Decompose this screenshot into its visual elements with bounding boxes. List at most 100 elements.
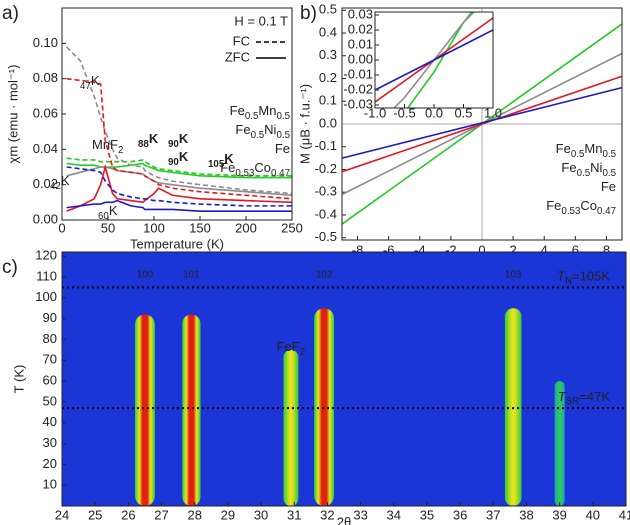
x-tick-label: 0 xyxy=(478,242,485,257)
y-tick-label: 70 xyxy=(43,352,57,367)
legend-entry: Fe0.5Mn0.5 xyxy=(556,141,617,159)
y-tick-label: 0.06 xyxy=(33,105,58,120)
x-tick-label: 41 xyxy=(619,507,630,522)
m-line xyxy=(341,75,623,173)
x-tick-label: 33 xyxy=(353,507,367,522)
zfc-line xyxy=(66,163,292,212)
y-tick-label: 0.10 xyxy=(33,35,58,50)
y-tick-label: 20 xyxy=(43,456,57,471)
fc-line xyxy=(66,77,292,200)
frame xyxy=(61,251,627,507)
panel-label: c) xyxy=(2,257,18,278)
annotation: 60K xyxy=(98,203,118,221)
inset-line xyxy=(375,29,493,91)
peak xyxy=(504,308,522,506)
peak xyxy=(283,349,299,506)
legend-entry: Fe0.5Mn0.5 xyxy=(230,103,291,121)
annotation: 88K xyxy=(138,131,159,149)
y-tick-label: 0.01 xyxy=(348,36,373,51)
x-tick-label: 8 xyxy=(603,242,610,257)
y-tick-label: -0.3 xyxy=(315,184,337,199)
x-tick-label: 150 xyxy=(189,220,211,235)
x-tick-label: 39 xyxy=(552,507,566,522)
peak xyxy=(554,381,565,506)
transition-label: TN=105K xyxy=(557,269,610,286)
y-tick-label: 10 xyxy=(43,477,57,492)
y-tick-label: 0.03 xyxy=(348,6,373,21)
y-tick-label: 30 xyxy=(43,435,57,450)
x-tick-label: 100 xyxy=(143,220,165,235)
zfc-line xyxy=(66,199,292,212)
x-axis-title: Temperature (K) xyxy=(130,236,224,251)
legend-entry: ZFC xyxy=(225,49,250,64)
x-tick-label: -1.0 xyxy=(364,105,386,120)
y-tick-label: 0.0 xyxy=(319,115,337,130)
y-axis-title: χm (emu · mol⁻¹) xyxy=(5,65,20,164)
peak xyxy=(182,314,201,506)
peak-label: 101 xyxy=(183,269,199,280)
peak xyxy=(314,308,335,506)
y-tick-label: 0.4 xyxy=(319,24,337,39)
peak-label: FeF2 xyxy=(277,339,306,357)
y-tick-label: 0.08 xyxy=(33,70,58,85)
x-tick-label: 1.0 xyxy=(484,105,502,120)
transition-label: TSR=47K xyxy=(558,390,611,407)
y-tick-label: 100 xyxy=(35,289,57,304)
annotation: 42K xyxy=(50,173,70,191)
legend-entry: Fe0.5Ni0.5 xyxy=(235,122,290,140)
y-tick-label: 0.02 xyxy=(348,21,373,36)
zfc-line xyxy=(66,162,292,179)
x-tick-label: 30 xyxy=(254,507,268,522)
y-tick-label: -0.4 xyxy=(315,206,337,221)
legend-entry: FC xyxy=(233,33,250,48)
x-tick-label: 26 xyxy=(121,507,135,522)
x-axis-title: 2θ xyxy=(337,514,351,525)
y-tick-label: -0.2 xyxy=(315,161,337,176)
annotation: 90K xyxy=(168,131,189,149)
panel-label: a) xyxy=(2,3,19,24)
field-label: H = 0.1 T xyxy=(234,13,288,28)
y-tick-label: -0.02 xyxy=(343,81,373,96)
x-tick-label: -2 xyxy=(445,242,457,257)
y-tick-label: 0.04 xyxy=(33,141,58,156)
y-tick-label: 0.3 xyxy=(319,47,337,62)
x-tick-label: 200 xyxy=(235,220,257,235)
x-tick-label: 35 xyxy=(420,507,434,522)
x-tick-label: 250 xyxy=(281,220,303,235)
x-tick-label: 34 xyxy=(387,507,401,522)
y-tick-label: -0.1 xyxy=(315,138,337,153)
x-tick-label: 31 xyxy=(287,507,301,522)
annotation: MnF2 xyxy=(92,137,123,155)
x-tick-label: 38 xyxy=(519,507,533,522)
y-tick-label: 40 xyxy=(43,414,57,429)
x-tick-label: -6 xyxy=(383,242,395,257)
y-tick-label: 0.02 xyxy=(33,176,58,191)
x-tick-label: 0.0 xyxy=(425,105,443,120)
x-tick-label: 29 xyxy=(221,507,235,522)
x-tick-label: 36 xyxy=(453,507,467,522)
x-tick-label: 25 xyxy=(88,507,102,522)
x-tick-label: 50 xyxy=(101,220,115,235)
peak-label: 102 xyxy=(316,269,332,280)
peak xyxy=(134,314,155,506)
y-tick-label: -0.5 xyxy=(315,229,337,244)
legend-entry: Fe xyxy=(601,179,616,194)
m-line xyxy=(341,86,623,159)
x-tick-label: 32 xyxy=(320,507,334,522)
x-tick-label: 37 xyxy=(486,507,500,522)
y-tick-label: 0.2 xyxy=(319,70,337,85)
y-tick-label: 60 xyxy=(43,373,57,388)
fc-line xyxy=(66,157,292,177)
annotation: 47K xyxy=(80,73,100,91)
peak-label: 100 xyxy=(137,269,154,280)
y-tick-label: 0.00 xyxy=(33,211,58,226)
inset-line xyxy=(406,12,473,108)
peak-label: 103 xyxy=(505,269,521,280)
y-tick-label: 110 xyxy=(36,268,57,283)
legend-entry: Fe0.53Co0.47 xyxy=(546,198,616,216)
heatmap-bg xyxy=(62,252,626,506)
x-tick-label: 4 xyxy=(541,242,548,257)
y-axis-title: M (μB · f.u.⁻¹) xyxy=(297,84,312,164)
y-tick-label: 80 xyxy=(43,331,57,346)
